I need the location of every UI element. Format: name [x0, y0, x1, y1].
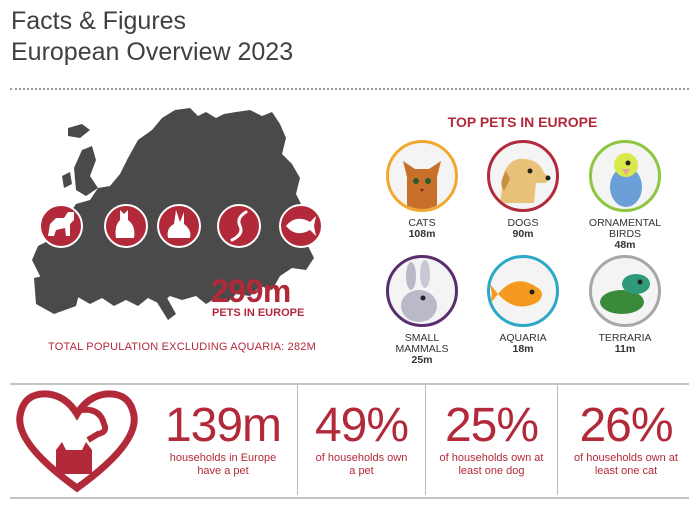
uk-ireland — [62, 146, 98, 196]
stat-label: have a pet — [197, 465, 249, 477]
stat-divider — [297, 385, 298, 495]
title-line-1: Facts & Figures — [11, 7, 187, 35]
stat-value: 26% — [579, 399, 673, 452]
pet-value: 108m — [408, 228, 436, 240]
heart-pet-icon — [16, 390, 138, 493]
stat-pet-ownership: 49% of households own a pet — [300, 400, 423, 478]
pet-aquaria: AQUARIA 18m — [478, 255, 568, 355]
cat-portrait-icon — [386, 140, 458, 212]
map-icon-row — [39, 204, 323, 248]
pet-terraria: TERRARIA 11m — [580, 255, 670, 355]
pet-value: 25m — [411, 354, 433, 366]
dog-portrait-icon — [487, 140, 559, 212]
stat-label: a pet — [349, 465, 374, 477]
pet-dogs: DOGS 90m — [478, 140, 568, 240]
stat-cat-ownership: 26% of households own at least one cat — [560, 400, 692, 478]
stat-label: of households own at — [574, 452, 678, 464]
stat-divider — [557, 385, 558, 495]
italy — [146, 276, 176, 320]
europe-map — [32, 108, 323, 320]
pet-value: 11m — [614, 343, 636, 355]
stat-label: of households own — [315, 452, 408, 464]
stat-dog-ownership: 25% of households own at least one dog — [428, 400, 555, 478]
stat-divider — [425, 385, 426, 495]
pet-cats: CATS 108m — [377, 140, 467, 240]
bird-portrait-icon — [589, 140, 661, 212]
scandinavia — [142, 120, 182, 178]
total-population-note: TOTAL POPULATION EXCLUDING AQUARIA: 282M — [48, 341, 316, 353]
stat-label: least one dog — [458, 465, 525, 477]
pet-name: SMALL MAMMALS — [395, 332, 449, 355]
page-title: Facts & Figures European Overview 2023 — [11, 6, 293, 68]
stat-value: 25% — [444, 399, 539, 452]
pet-name: TERRARIA — [598, 332, 652, 344]
pet-name: ORNAMENTAL BIRDS — [588, 217, 662, 240]
stat-label: households in Europe — [169, 452, 277, 464]
iberia — [34, 270, 82, 314]
stat-value: 139m — [164, 399, 282, 452]
stat-label: least one cat — [594, 465, 658, 477]
fish-icon — [279, 204, 323, 248]
pet-small-mammals: SMALL MAMMALS 25m — [377, 255, 467, 366]
dotted-divider — [10, 88, 689, 90]
top-pets-heading: TOP PETS IN EUROPE — [447, 114, 598, 130]
stat-label: of households own at — [439, 452, 544, 464]
lizard-icon — [217, 204, 261, 248]
cat-icon — [104, 204, 148, 248]
pet-value: 18m — [512, 343, 534, 355]
total-pets-label: PETS IN EUROPE — [212, 307, 305, 319]
dog-icon — [39, 204, 83, 248]
pet-ornamental-birds: ORNAMENTAL BIRDS 48m — [580, 140, 670, 251]
pet-value: 48m — [614, 239, 636, 251]
pet-value: 90m — [512, 228, 534, 240]
rabbit-icon — [157, 204, 201, 248]
stat-value: 49% — [314, 399, 409, 452]
goldfish-portrait-icon — [487, 255, 559, 327]
stats-band — [10, 383, 689, 499]
title-line-2: European Overview 2023 — [11, 38, 294, 66]
pet-name: DOGS — [507, 217, 539, 229]
rabbit-portrait-icon — [386, 255, 458, 327]
total-pets-value: 299m — [211, 273, 291, 309]
pet-name: CATS — [408, 217, 436, 229]
iceland — [68, 124, 90, 138]
stat-households-with-pet: 139m households in Europe have a pet — [152, 400, 294, 478]
pet-name: AQUARIA — [499, 332, 547, 344]
turtle-portrait-icon — [589, 255, 661, 327]
